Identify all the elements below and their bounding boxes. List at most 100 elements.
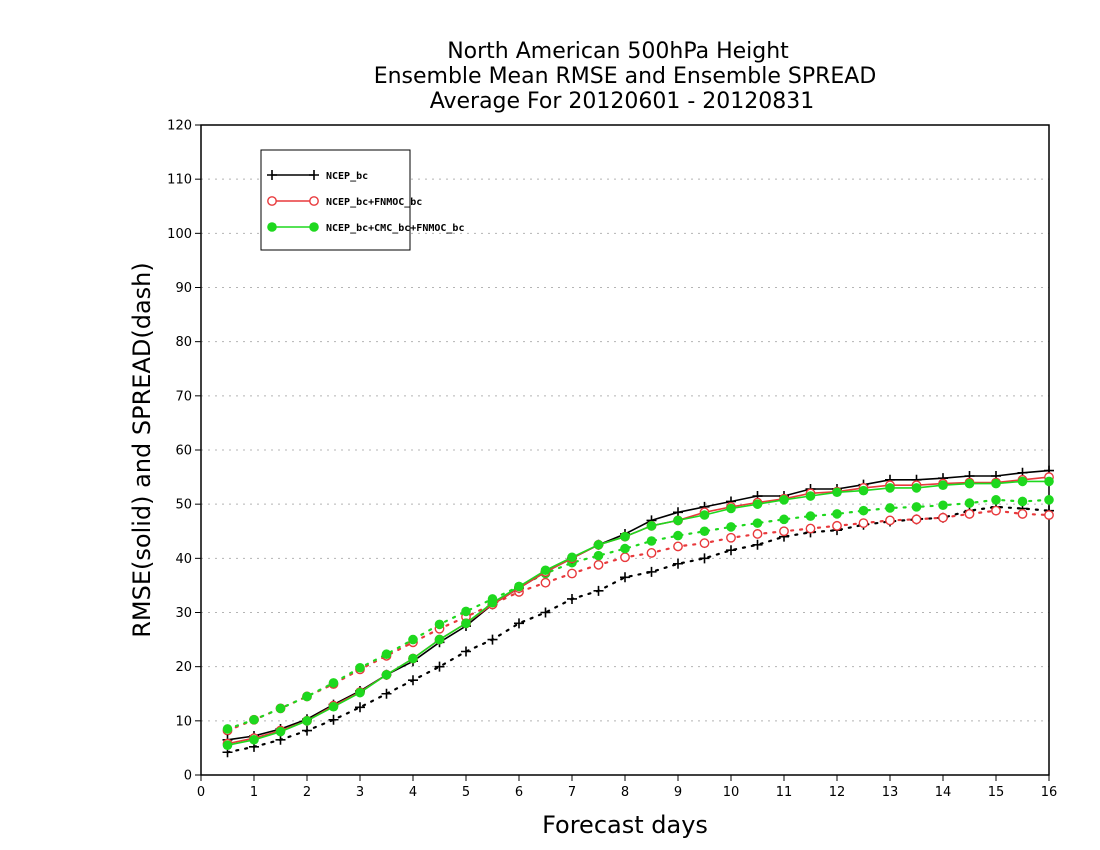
spread-point-0-11 [514, 618, 524, 629]
title-line-2: Ensemble Mean RMSE and Ensemble SPREAD [374, 64, 877, 89]
spread-point-1-25 [885, 515, 895, 526]
series-1-spread [222, 505, 1054, 736]
spread-point-2-1 [249, 714, 259, 725]
spread-point-0-14 [593, 585, 604, 596]
y-tick-label-50: 50 [175, 498, 192, 513]
spread-point-2-19 [726, 522, 736, 532]
spread-point-2-5 [355, 662, 365, 673]
rmse-point-2-5 [355, 687, 365, 698]
legend-marker-right-2 [309, 222, 319, 232]
x-tick-label-14: 14 [935, 785, 952, 800]
spread-point-2-30 [1017, 496, 1028, 507]
legend-entries: NCEP_bc NCEP_bc+FNMOC_bc NCEP_bc+CMC_bc+FN… [267, 170, 464, 234]
spread-point-0-20 [752, 539, 763, 550]
spread-point-1-15 [620, 552, 630, 563]
spread-point-2-14 [593, 550, 604, 561]
legend-marker-left-0 [267, 170, 277, 180]
title-line-3: Average For 20120601 - 20120831 [430, 89, 815, 114]
spread-point-2-29 [991, 495, 1001, 505]
rmse-point-2-20 [752, 499, 763, 509]
y-tick-label-0: 0 [184, 769, 192, 784]
spread-point-1-27 [938, 512, 948, 523]
rmse-point-2-6 [381, 669, 392, 680]
x-tick-label-16: 16 [1041, 785, 1058, 800]
spread-point-0-9 [461, 646, 471, 657]
rmse-point-2-2 [275, 726, 286, 737]
rmse-point-2-21 [779, 495, 789, 505]
spread-point-0-4 [328, 714, 339, 725]
x-tick-label-9: 9 [674, 785, 682, 800]
spread-point-0-6 [381, 688, 392, 699]
legend-entry-1: NCEP_bc+FNMOC_bc [267, 196, 422, 208]
rmse-point-2-0 [222, 740, 233, 751]
spread-point-1-21 [779, 526, 789, 537]
spread-point-2-2 [275, 703, 286, 714]
rmse-point-2-29 [991, 478, 1001, 489]
spread-line-2 [226, 498, 1051, 731]
rmse-point-2-8 [434, 634, 445, 645]
legend-marker-right-1 [309, 196, 319, 206]
spread-point-2-0 [222, 724, 233, 734]
spread-point-1-20 [752, 529, 763, 539]
series-1-rmse [222, 472, 1054, 749]
rmse-point-2-31 [1044, 476, 1054, 487]
spread-point-2-27 [938, 500, 948, 511]
legend-marker-right-0 [309, 170, 319, 180]
legend-entry-2: NCEP_bc+CMC_bc+FNMOC_bc [267, 222, 464, 234]
x-tick-label-2: 2 [303, 785, 311, 800]
spread-point-2-25 [885, 503, 895, 513]
series-0-spread [222, 501, 1054, 758]
series-2-rmse [222, 476, 1054, 751]
x-tick-label-12: 12 [829, 785, 846, 800]
spread-point-0-12 [540, 607, 551, 618]
spread-point-2-24 [858, 505, 869, 516]
y-tick-label-110: 110 [167, 173, 192, 188]
spread-point-2-22 [805, 511, 816, 521]
rmse-point-2-12 [540, 565, 551, 576]
rmse-point-2-24 [858, 485, 869, 496]
rmse-point-2-17 [673, 515, 683, 526]
y-tick-label-40: 40 [175, 552, 192, 567]
y-axis-label: RMSE(solid) and SPREAD(dash) [128, 262, 156, 638]
spread-point-1-13 [567, 568, 577, 579]
series-layer [222, 465, 1054, 758]
chart-title: North American 500hPa Height Ensemble Me… [374, 39, 877, 114]
title-line-1: North American 500hPa Height [447, 39, 789, 64]
spread-point-2-8 [434, 619, 445, 630]
x-tick-label-1: 1 [250, 785, 258, 800]
x-tick-label-0: 0 [197, 785, 205, 800]
rmse-point-2-13 [567, 552, 577, 563]
spread-point-1-12 [540, 577, 551, 588]
spread-point-2-9 [461, 606, 471, 617]
rmse-point-2-11 [514, 581, 524, 592]
spread-point-1-17 [673, 541, 683, 552]
spread-point-2-7 [408, 634, 418, 645]
rmse-line-1 [227, 476, 1050, 745]
series-0-rmse [222, 465, 1054, 745]
legend-label-2: NCEP_bc+CMC_bc+FNMOC_bc [326, 223, 464, 234]
x-tick-label-5: 5 [462, 785, 470, 800]
x-tick-label-3: 3 [356, 785, 364, 800]
y-tick-label-120: 120 [167, 119, 192, 134]
spread-point-1-14 [593, 559, 604, 570]
spread-point-0-5 [355, 702, 365, 713]
spread-point-2-23 [832, 509, 842, 519]
spread-point-2-4 [328, 678, 339, 688]
spread-point-0-7 [408, 675, 418, 686]
y-tick-label-20: 20 [175, 660, 192, 675]
rmse-point-2-28 [964, 478, 975, 489]
rmse-point-2-23 [832, 487, 842, 498]
spread-point-0-15 [620, 572, 630, 583]
y-tick-label-80: 80 [175, 335, 192, 350]
x-axis-label: Forecast days [542, 811, 708, 839]
spread-point-1-24 [858, 518, 869, 529]
rmse-point-2-1 [249, 734, 259, 745]
spread-point-2-17 [673, 530, 683, 541]
spread-point-2-26 [911, 502, 922, 512]
spread-point-2-21 [779, 514, 789, 525]
legend-entry-0: NCEP_bc [267, 170, 368, 182]
rmse-point-2-3 [302, 716, 312, 726]
spread-point-0-18 [699, 553, 710, 564]
spread-point-2-3 [302, 691, 312, 702]
